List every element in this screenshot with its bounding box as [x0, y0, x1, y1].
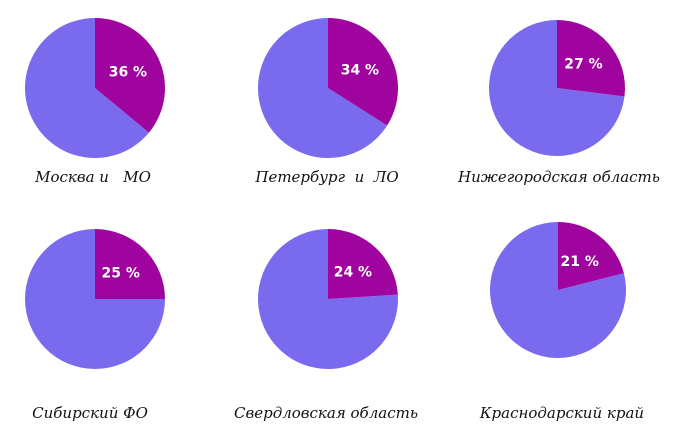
- pie-slice-rest: [489, 222, 626, 358]
- pie-chart-sverdlovsk: 24 %: [257, 229, 398, 369]
- pie-chart-nizhny-novgorod: 27 %: [488, 20, 625, 156]
- pie-value-label: 27 %: [564, 57, 602, 73]
- pie-value-label: 21 %: [561, 254, 599, 270]
- pie-slice-share: [328, 18, 398, 126]
- pie-value-label: 24 %: [334, 265, 372, 281]
- pie-chart-siberia: 25 %: [25, 229, 165, 369]
- caption-krasnodar: Краснодарский край: [479, 404, 645, 422]
- pie-chart-krasnodar: 21 %: [489, 222, 626, 358]
- caption-moscow: Москва и МО: [35, 168, 151, 186]
- pie-value-label: 25 %: [102, 265, 140, 281]
- pie-value-label: 34 %: [341, 63, 379, 79]
- caption-nizhny-novgorod: Нижегородская область: [458, 168, 660, 186]
- pie-chart-petersburg: 34 %: [257, 17, 398, 159]
- pie-slice-share: [557, 20, 625, 97]
- pie-slice-rest: [25, 18, 149, 158]
- pie-slice-share: [95, 229, 165, 299]
- pie-slice-rest: [488, 20, 625, 156]
- caption-siberia: Сибирский ФО: [32, 404, 148, 422]
- pie-slice-share: [95, 18, 166, 133]
- pie-chart-moscow: 36 %: [25, 18, 166, 158]
- caption-sverdlovsk: Свердловская область: [234, 404, 418, 422]
- caption-petersburg: Петербург и ЛО: [255, 168, 399, 186]
- pie-value-label: 36 %: [109, 65, 147, 81]
- pie-slice-rest: [257, 229, 398, 369]
- pie-slice-share: [328, 229, 398, 299]
- pie-slice-share: [558, 222, 624, 290]
- pie-slice-rest: [257, 17, 388, 159]
